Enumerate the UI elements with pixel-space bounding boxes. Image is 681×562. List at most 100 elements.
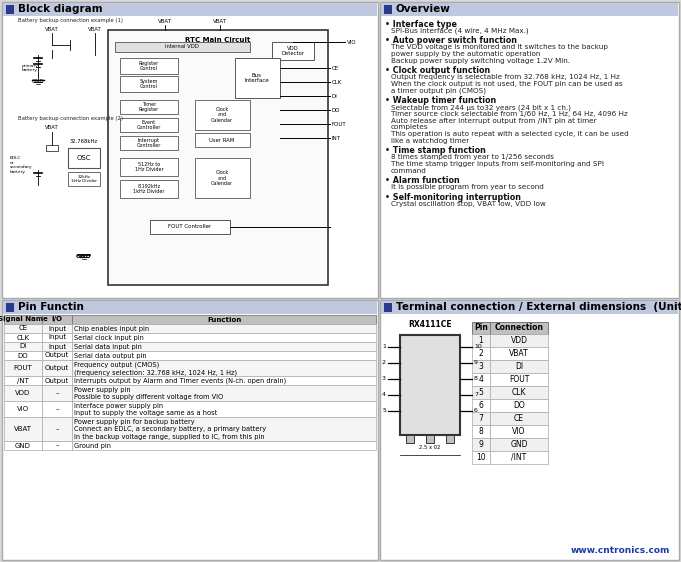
- Bar: [472, 386, 490, 399]
- Text: Battery backup connection example (2): Battery backup connection example (2): [18, 116, 123, 121]
- Text: 3: 3: [382, 377, 386, 382]
- Text: Chip enables input pin: Chip enables input pin: [74, 326, 149, 332]
- Bar: [72, 401, 376, 417]
- Text: 10: 10: [474, 345, 481, 350]
- Text: SPI-Bus interface (4 wire, 4 MHz Max.): SPI-Bus interface (4 wire, 4 MHz Max.): [391, 28, 528, 34]
- Bar: [272, 42, 314, 60]
- Text: CLK: CLK: [332, 79, 343, 84]
- Text: Pin: Pin: [474, 324, 488, 333]
- Text: Bus
Interface: Bus Interface: [244, 72, 270, 83]
- Text: The time stamp trigger inputs from self-monitoring and SPI: The time stamp trigger inputs from self-…: [391, 161, 604, 167]
- Bar: [72, 441, 376, 450]
- Text: completes: completes: [391, 125, 428, 130]
- Text: command: command: [391, 168, 427, 174]
- Text: Battery backup connection example (1): Battery backup connection example (1): [18, 18, 123, 23]
- Text: –: –: [55, 390, 59, 396]
- Text: Output: Output: [45, 352, 69, 359]
- Text: 32kHz
1kHz Divider: 32kHz 1kHz Divider: [71, 175, 97, 183]
- Bar: [4, 342, 42, 351]
- Bar: [384, 5, 392, 14]
- Text: INT: INT: [332, 135, 341, 140]
- Bar: [42, 401, 72, 417]
- Text: 8: 8: [474, 377, 478, 382]
- Bar: [490, 399, 548, 412]
- Bar: [42, 342, 72, 351]
- Text: Connection: Connection: [494, 324, 543, 333]
- Bar: [72, 360, 376, 376]
- Bar: [490, 373, 548, 386]
- Bar: [4, 385, 42, 401]
- Text: EDLC
or
secondary
battery: EDLC or secondary battery: [10, 156, 33, 174]
- Text: VBAT: VBAT: [45, 125, 59, 130]
- Text: Auto release after interrupt output from /INT pin at timer: Auto release after interrupt output from…: [391, 117, 597, 124]
- Text: RTC Main Circuit: RTC Main Circuit: [185, 37, 251, 43]
- Bar: [472, 425, 490, 438]
- Bar: [120, 136, 178, 150]
- Text: VIO: VIO: [17, 406, 29, 412]
- Text: 1: 1: [479, 336, 484, 345]
- Bar: [490, 347, 548, 360]
- Text: VBAT: VBAT: [158, 19, 172, 24]
- Bar: [4, 351, 42, 360]
- Text: DI: DI: [332, 93, 338, 98]
- Text: GND: GND: [32, 79, 44, 84]
- Text: Terminal connection / External dimensions  (Unit: mm²): Terminal connection / External dimension…: [396, 302, 681, 312]
- Text: Serial data output pin: Serial data output pin: [74, 353, 146, 359]
- Bar: [115, 42, 250, 52]
- Bar: [42, 333, 72, 342]
- Bar: [4, 376, 42, 385]
- Bar: [472, 412, 490, 425]
- Text: 6: 6: [479, 401, 484, 410]
- Text: RX4111CE: RX4111CE: [408, 320, 452, 329]
- Bar: [490, 451, 548, 464]
- Text: 9: 9: [479, 440, 484, 449]
- Text: VDD: VDD: [511, 336, 528, 345]
- Bar: [235, 58, 280, 98]
- Bar: [472, 438, 490, 451]
- Bar: [472, 334, 490, 347]
- Bar: [490, 438, 548, 451]
- Bar: [72, 324, 376, 333]
- Text: 3: 3: [479, 362, 484, 371]
- Bar: [72, 351, 376, 360]
- Text: 4: 4: [382, 392, 386, 397]
- Bar: [120, 118, 178, 132]
- Bar: [490, 386, 548, 399]
- Bar: [490, 412, 548, 425]
- Text: • Clock output function: • Clock output function: [385, 66, 490, 75]
- Text: 2: 2: [479, 349, 484, 358]
- Text: Output: Output: [45, 365, 69, 371]
- Text: 6: 6: [474, 409, 478, 414]
- Text: 9: 9: [474, 360, 478, 365]
- Bar: [42, 441, 72, 450]
- Text: Interrupt
Controller: Interrupt Controller: [137, 138, 161, 148]
- Text: power supply by the automatic operation: power supply by the automatic operation: [391, 51, 541, 57]
- Text: VDD: VDD: [16, 390, 31, 396]
- Text: Internal VDD: Internal VDD: [165, 44, 199, 49]
- Text: FOUT: FOUT: [332, 121, 347, 126]
- Text: User RAM: User RAM: [209, 138, 235, 143]
- Text: Input: Input: [48, 334, 66, 341]
- Bar: [72, 333, 376, 342]
- Bar: [108, 30, 328, 285]
- Bar: [4, 441, 42, 450]
- Text: –: –: [55, 426, 59, 432]
- Text: primary
battery: primary battery: [22, 64, 39, 72]
- Text: Ground pin: Ground pin: [74, 443, 111, 449]
- Text: TANG ELE: TANG ELE: [180, 84, 370, 197]
- Bar: [42, 315, 72, 324]
- Text: 1: 1: [382, 345, 386, 350]
- Bar: [72, 376, 376, 385]
- Text: GND: GND: [76, 254, 92, 259]
- Bar: [42, 376, 72, 385]
- Text: Function: Function: [207, 316, 241, 323]
- Text: GND: GND: [510, 440, 528, 449]
- Text: Clock
and
Calendar: Clock and Calendar: [211, 107, 233, 123]
- Text: 5: 5: [479, 388, 484, 397]
- Text: Event
Controller: Event Controller: [137, 120, 161, 130]
- Bar: [384, 303, 392, 312]
- Bar: [42, 360, 72, 376]
- Bar: [68, 148, 100, 168]
- Text: Input: Input: [48, 343, 66, 350]
- Bar: [72, 385, 376, 401]
